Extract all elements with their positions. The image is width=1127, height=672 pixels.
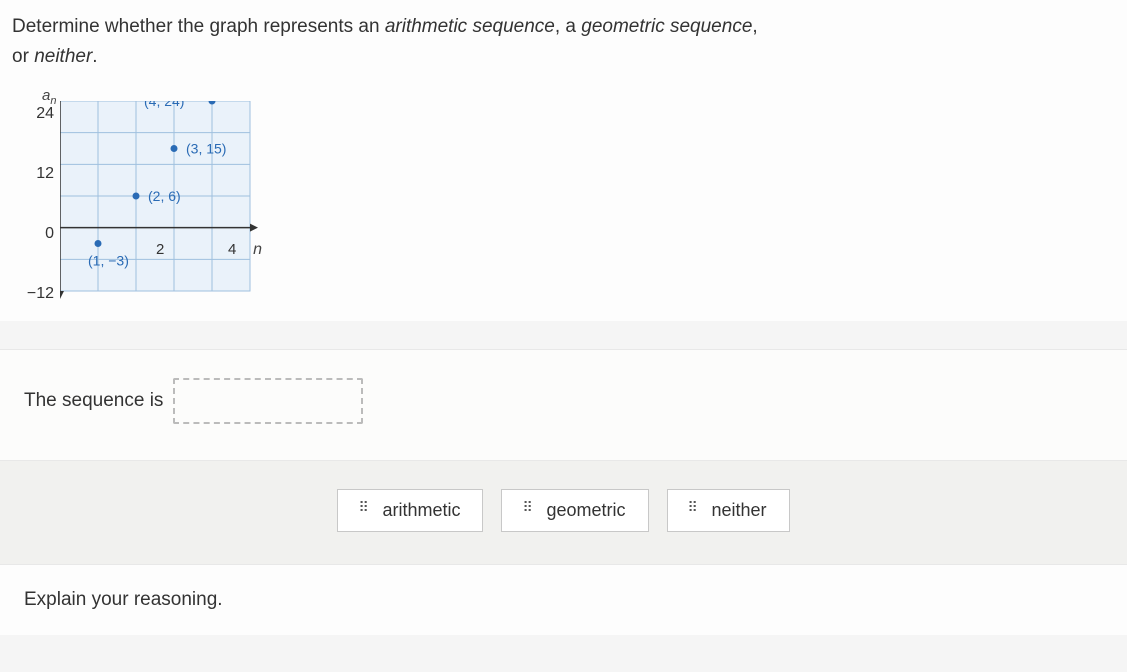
q-suf1: , xyxy=(752,16,757,37)
y-tick-label: 0 xyxy=(45,225,54,243)
option-label: arithmetic xyxy=(382,500,460,521)
answer-dropzone[interactable] xyxy=(173,378,363,424)
x-tick-label: 2 xyxy=(156,241,164,258)
option-tile[interactable]: arithmetic xyxy=(337,489,483,532)
q-em1: arithmetic sequence xyxy=(385,16,555,37)
drag-handle-icon xyxy=(360,504,372,516)
answer-dropzone-row: The sequence is xyxy=(0,349,1127,461)
answer-prefix: The sequence is xyxy=(24,390,163,412)
option-label: geometric xyxy=(546,500,625,521)
y-tick-label: 12 xyxy=(36,165,54,183)
question-text: Determine whether the graph represents a… xyxy=(12,8,1103,73)
option-tile[interactable]: geometric xyxy=(501,489,648,532)
q-em3: neither xyxy=(34,46,92,67)
q-suf2: . xyxy=(92,46,97,67)
q-line2-prefix: or xyxy=(12,46,34,67)
y-tick-label: 24 xyxy=(36,105,54,123)
q-mid1: , a xyxy=(555,16,581,37)
drag-handle-icon xyxy=(524,504,536,516)
svg-text:(1, −3): (1, −3) xyxy=(88,252,129,268)
sequence-graph: an 24120−12 (4, 24)(3, 15)(2, 6)(1, −3) … xyxy=(18,91,278,321)
option-label: neither xyxy=(712,500,767,521)
svg-text:(3, 15): (3, 15) xyxy=(186,140,226,156)
q-em2: geometric sequence xyxy=(581,16,752,37)
explain-prompt: Explain your reasoning. xyxy=(0,565,1127,635)
x-tick-label: 4 xyxy=(228,241,236,258)
svg-text:(2, 6): (2, 6) xyxy=(148,188,181,204)
drag-handle-icon xyxy=(690,504,702,516)
q-prefix: Determine whether the graph represents a… xyxy=(12,16,385,37)
option-tile[interactable]: neither xyxy=(667,489,790,532)
options-bank: arithmetic geometric neither xyxy=(0,461,1127,565)
svg-text:(4, 24): (4, 24) xyxy=(144,101,184,109)
x-axis-variable: n xyxy=(253,241,262,259)
y-tick-label: −12 xyxy=(27,285,54,303)
